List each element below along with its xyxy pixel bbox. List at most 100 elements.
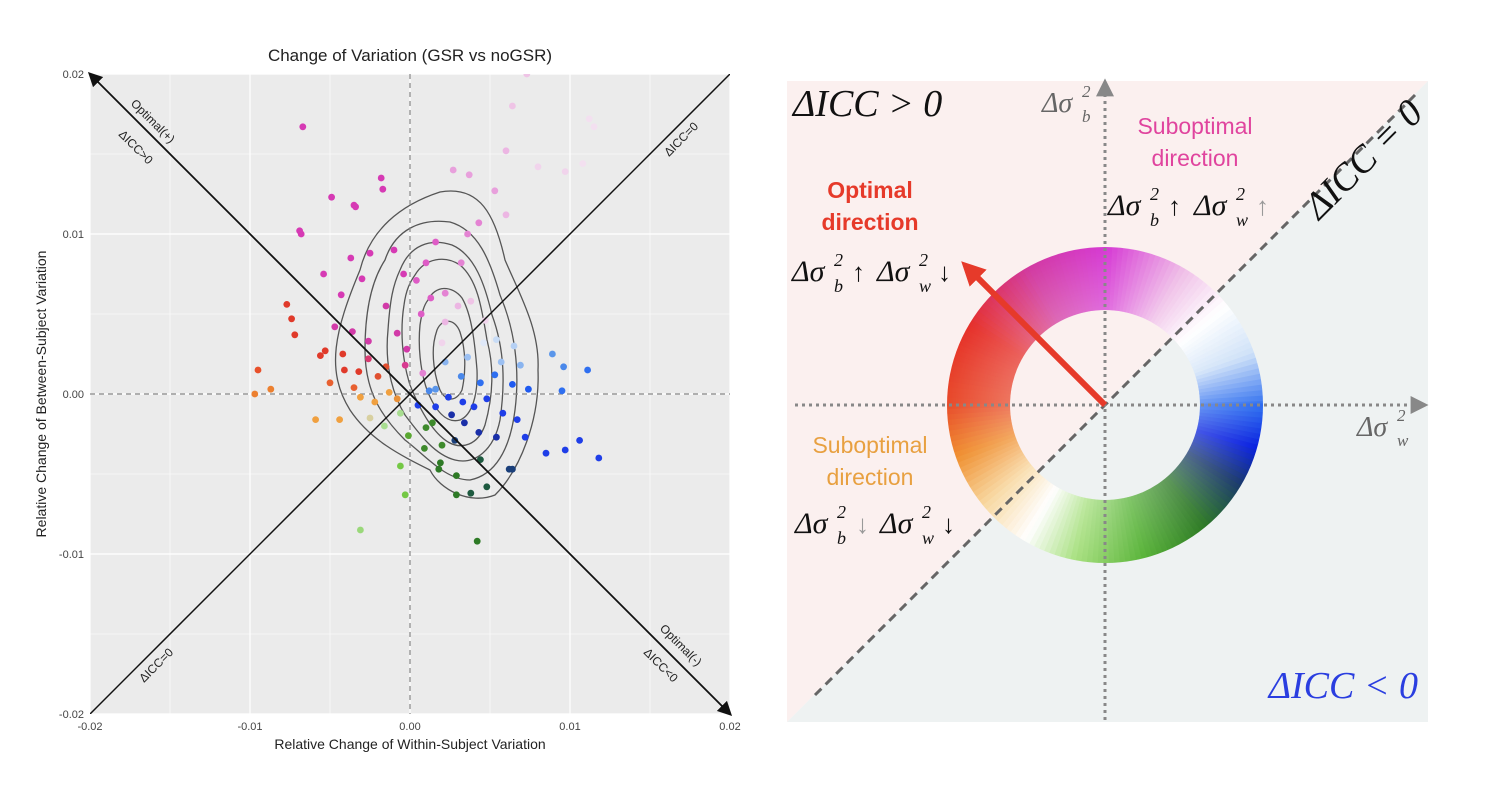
scatter-point <box>413 277 420 284</box>
scatter-point <box>357 526 364 534</box>
x-tick-label: -0.02 <box>77 721 102 733</box>
formula-sigma: Δσ <box>879 507 914 540</box>
scatter-point <box>397 409 404 417</box>
scatter-point <box>453 491 460 499</box>
scatter-point <box>422 259 430 267</box>
scatter-point <box>347 254 355 262</box>
scatter-point <box>502 211 510 219</box>
y-tick-label: 0.02 <box>63 69 84 81</box>
scatter-point <box>312 416 319 423</box>
scatter-point <box>448 411 455 419</box>
scatter-point <box>497 358 505 366</box>
scatter-point <box>499 409 507 417</box>
scatter-point <box>523 74 531 78</box>
y-axis-label: Relative Change of Between-Subject Varia… <box>33 251 49 538</box>
scatter-point <box>561 168 569 176</box>
scatter-point <box>405 432 412 439</box>
scatter-point <box>441 289 449 297</box>
scatter-point <box>390 246 398 254</box>
scatter-point <box>350 384 358 391</box>
scatter-point <box>417 310 425 318</box>
scatter-point <box>461 419 468 427</box>
scatter-point <box>397 462 404 470</box>
scatter-point <box>560 363 567 371</box>
y-tick-label: -0.01 <box>59 549 84 561</box>
scatter-point <box>483 395 491 403</box>
scatter-point <box>579 160 587 168</box>
scatter-point <box>561 446 569 454</box>
scatter-point <box>534 163 542 171</box>
formula-sup: 2 <box>1150 184 1159 204</box>
formula-sup: 2 <box>922 502 931 522</box>
y-axis-ticks: 0.02 0.01 0.00 -0.01 -0.02 <box>59 69 84 721</box>
y-tick-label: 0.01 <box>63 229 84 241</box>
right-diagram-panel: ΔICC > 0 ΔICC < 0 ΔICC = 0 Δσ 2 b Δσ 2 w… <box>787 78 1431 722</box>
scatter-point <box>475 429 483 436</box>
sigma-w-sup: 2 <box>1397 406 1406 425</box>
scatter-point <box>421 445 428 452</box>
scatter-point <box>459 398 467 406</box>
scatter-point <box>454 302 462 310</box>
scatter-point <box>422 424 430 431</box>
scatter-point <box>352 203 359 211</box>
scatter-point <box>341 366 348 374</box>
scatter-point <box>438 339 446 347</box>
scatter-point <box>251 390 259 398</box>
scatter-point <box>425 387 433 395</box>
scatter-point <box>326 379 334 387</box>
scatter-point <box>483 483 491 491</box>
scatter-point <box>517 361 524 369</box>
formula-sup: 2 <box>834 250 843 270</box>
scatter-point <box>355 368 363 375</box>
scatter-point <box>467 297 475 305</box>
scatter-point <box>366 414 374 422</box>
scatter-point <box>401 491 409 499</box>
arrow-up-gray-icon: ↑ <box>1256 191 1269 221</box>
scatter-point <box>558 387 566 395</box>
scatter-point <box>371 398 379 406</box>
color-wheel <box>945 245 1265 565</box>
scatter-point <box>320 270 327 278</box>
scatter-point <box>445 393 452 401</box>
sigma-b-sub: b <box>1082 107 1091 126</box>
formula-sup: 2 <box>1236 184 1245 204</box>
scatter-point <box>317 352 324 359</box>
formula-sub: w <box>922 528 934 548</box>
scatter-point <box>502 147 510 155</box>
suboptimal-top-formula: Δσ 2 b ↑ Δσ 2 w ↑ <box>1107 184 1269 230</box>
scatter-point <box>480 339 487 347</box>
scatter-point <box>525 385 532 393</box>
formula-sigma: Δσ <box>876 255 911 288</box>
scatter-point <box>358 275 366 283</box>
axis-label-sigma-b: Δσ 2 b <box>1041 82 1091 126</box>
scatter-point <box>379 185 387 193</box>
scatter-point <box>429 419 436 427</box>
formula-sup: 2 <box>919 250 928 270</box>
formula-sub: b <box>834 276 843 296</box>
scatter-point <box>449 166 457 174</box>
x-axis-label: Relative Change of Within-Subject Variat… <box>274 736 545 752</box>
scatter-point <box>357 393 364 401</box>
scatter-point <box>475 219 483 227</box>
left-scatter-panel: Change of Variation (GSR vs noGSR) Optim… <box>33 46 741 752</box>
suboptimal-top-label-2: direction <box>1152 145 1239 171</box>
y-tick-label: 0.00 <box>63 389 84 401</box>
scatter-point <box>453 472 460 479</box>
scatter-point <box>336 416 343 423</box>
scatter-point <box>419 369 427 377</box>
scatter-point <box>435 465 443 473</box>
scatter-point <box>438 441 446 449</box>
x-axis-ticks: -0.02 -0.01 0.00 0.01 0.02 <box>77 721 740 733</box>
scatter-point <box>437 459 444 467</box>
scatter-point <box>366 249 374 257</box>
arrow-down-icon: ↓ <box>938 257 951 287</box>
arrow-up-icon: ↑ <box>852 257 865 287</box>
arrow-up-icon: ↑ <box>1168 191 1181 221</box>
sigma-w-sub: w <box>1397 431 1409 450</box>
scatter-point <box>377 174 385 182</box>
chart-title: Change of Variation (GSR vs noGSR) <box>268 46 552 65</box>
y-tick-label: -0.02 <box>59 709 84 721</box>
formula-sub: w <box>1236 210 1248 230</box>
scatter-point <box>299 123 307 131</box>
formula-sigma: Δσ <box>1107 189 1142 222</box>
